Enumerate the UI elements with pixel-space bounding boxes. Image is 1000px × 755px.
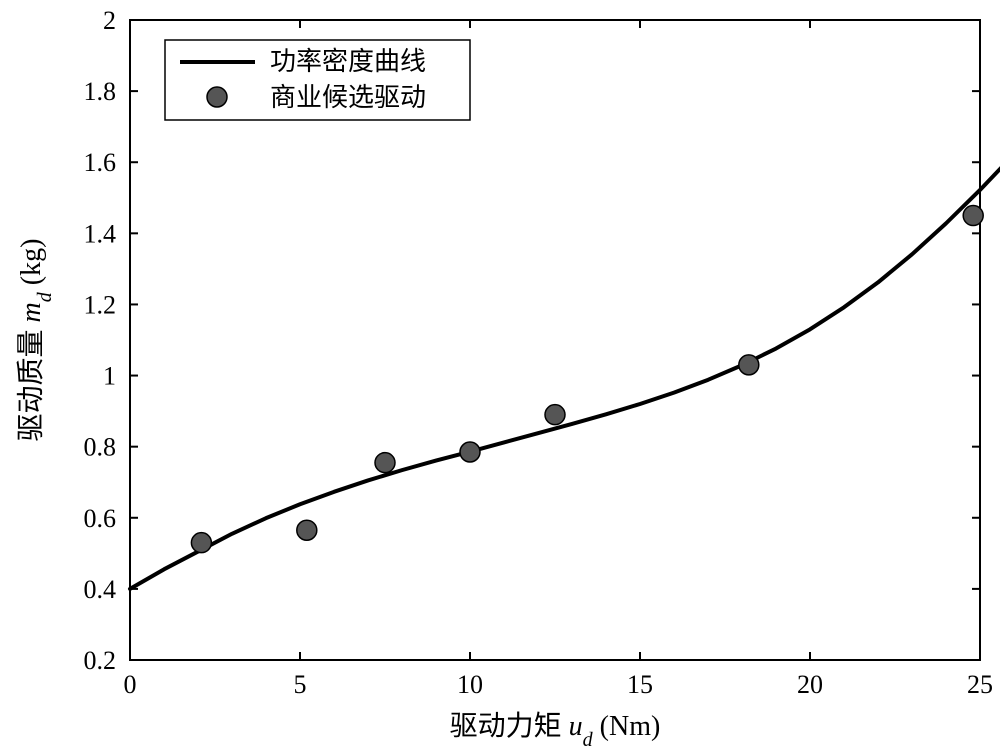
x-axis-label: 驱动力矩 ud (Nm)	[450, 710, 661, 751]
y-tick-label: 0.4	[84, 575, 117, 604]
legend-marker-sample	[207, 87, 227, 107]
x-tick-label: 10	[457, 670, 483, 699]
scatter-point	[375, 453, 395, 473]
scatter-point	[297, 520, 317, 540]
y-tick-label: 0.2	[84, 646, 117, 675]
chart-container: 0 5 10 15 20 25 0.2 0.4 0.6 0.8 1 1.2 1.4 1.6 1.8 2 驱动力矩…	[0, 0, 1000, 755]
legend-item-scatter: 商业候选驱动	[270, 83, 426, 112]
x-tick-label: 20	[797, 670, 823, 699]
power-density-curve	[130, 154, 1000, 588]
scatter-point	[963, 206, 983, 226]
x-tick-label: 15	[627, 670, 653, 699]
x-tick-label: 25	[967, 670, 993, 699]
scatter-point	[460, 442, 480, 462]
y-tick-label: 1.8	[84, 77, 117, 106]
legend-item-curve: 功率密度曲线	[270, 47, 426, 76]
scatter-point	[545, 405, 565, 425]
y-tick-label: 1	[103, 362, 116, 391]
scatter-point	[739, 355, 759, 375]
y-tick-label: 1.4	[84, 219, 117, 248]
y-tick-label: 1.2	[84, 290, 117, 319]
y-tick-label: 1.6	[84, 148, 117, 177]
chart-svg: 0 5 10 15 20 25 0.2 0.4 0.6 0.8 1 1.2 1.4 1.6 1.8 2 驱动力矩…	[0, 0, 1000, 755]
x-tick-label: 0	[124, 670, 137, 699]
y-tick-label: 2	[103, 6, 116, 35]
x-tick-label: 5	[294, 670, 307, 699]
y-axis-label: 驱动质量 md (kg)	[15, 239, 56, 442]
y-tick-label: 0.6	[84, 504, 117, 533]
scatter-point	[191, 533, 211, 553]
y-tick-label: 0.8	[84, 433, 117, 462]
